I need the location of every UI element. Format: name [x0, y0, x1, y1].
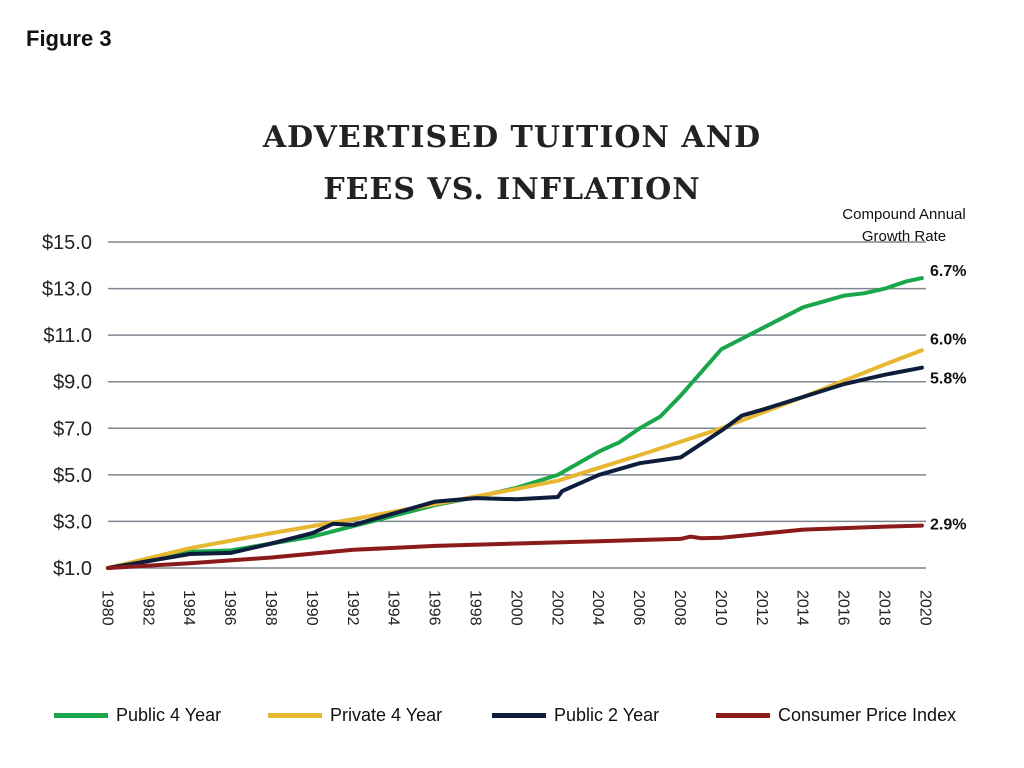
x-tick-label: 1998	[467, 590, 484, 626]
legend-item: Public 2 Year	[492, 705, 659, 726]
y-tick-label: $3.0	[53, 511, 92, 533]
series-line-public-2-year	[106, 365, 924, 570]
y-tick-label: $1.0	[53, 558, 92, 580]
x-tick-label: 2016	[835, 590, 852, 626]
cagr-label: 2.9%	[930, 517, 966, 534]
x-tick-label: 2018	[876, 590, 893, 626]
legend-item: Private 4 Year	[268, 705, 442, 726]
x-tick-label: 1988	[262, 590, 279, 626]
cagr-label: 6.7%	[930, 263, 966, 280]
x-tick-label: 1980	[98, 590, 115, 626]
legend-label: Public 4 Year	[116, 705, 222, 725]
x-tick-label: 2002	[548, 590, 565, 626]
y-tick-label: $15.0	[42, 232, 92, 254]
x-tick-label: 1994	[385, 590, 402, 626]
x-tick-label: 2020	[916, 590, 933, 626]
legend-swatch	[268, 713, 322, 718]
y-tick-label: $13.0	[42, 279, 92, 301]
x-tick-label: 2006	[630, 590, 647, 626]
x-tick-label: 2000	[507, 590, 524, 626]
series-line-private-4-year	[106, 348, 924, 570]
cagr-heading-line-1: Compound Annual	[842, 206, 966, 223]
legend-item: Consumer Price Index	[716, 705, 956, 726]
x-tick-label: 2012	[753, 590, 770, 626]
legend-label: Private 4 Year	[330, 705, 443, 725]
cagr-heading: Compound Annual Growth Rate	[814, 204, 994, 248]
x-tick-label: 1982	[139, 590, 156, 626]
x-tick-label: 1990	[303, 590, 320, 626]
legend-label: Consumer Price Index	[778, 705, 957, 725]
y-tick-label: $11.0	[43, 325, 92, 347]
series-line-public-4-year	[106, 276, 924, 570]
legend-swatch	[492, 713, 546, 718]
x-tick-label: 2010	[712, 590, 729, 626]
legend-swatch	[716, 713, 770, 718]
cagr-label: 5.8%	[930, 371, 966, 388]
legend: Public 4 Year Private 4 Year Public 2 Year…	[0, 705, 1024, 735]
x-tick-label: 2004	[589, 590, 606, 626]
chart-title-line-2: FEES VS. INFLATION	[323, 172, 701, 207]
legend-swatch	[54, 713, 108, 718]
cagr-label: 6.0%	[930, 331, 966, 348]
x-tick-label: 2008	[671, 590, 688, 626]
y-tick-label: $9.0	[53, 372, 92, 394]
y-tick-label: $5.0	[53, 465, 92, 487]
legend-label: Public 2 Year	[554, 705, 660, 725]
figure-label: Figure 3	[26, 26, 112, 51]
x-tick-label: 2014	[794, 590, 811, 626]
x-tick-label: 1996	[426, 590, 443, 626]
cagr-heading-line-2: Growth Rate	[861, 228, 947, 245]
series-line-consumer-price-index	[106, 523, 924, 570]
x-tick-label: 1986	[221, 590, 238, 626]
y-tick-label: $7.0	[53, 418, 92, 440]
chart-title-line-1: ADVERTISED TUITION AND	[262, 120, 762, 155]
x-tick-label: 1984	[180, 590, 197, 626]
legend-item: Public 4 Year	[54, 705, 221, 726]
x-tick-label: 1992	[344, 590, 361, 626]
